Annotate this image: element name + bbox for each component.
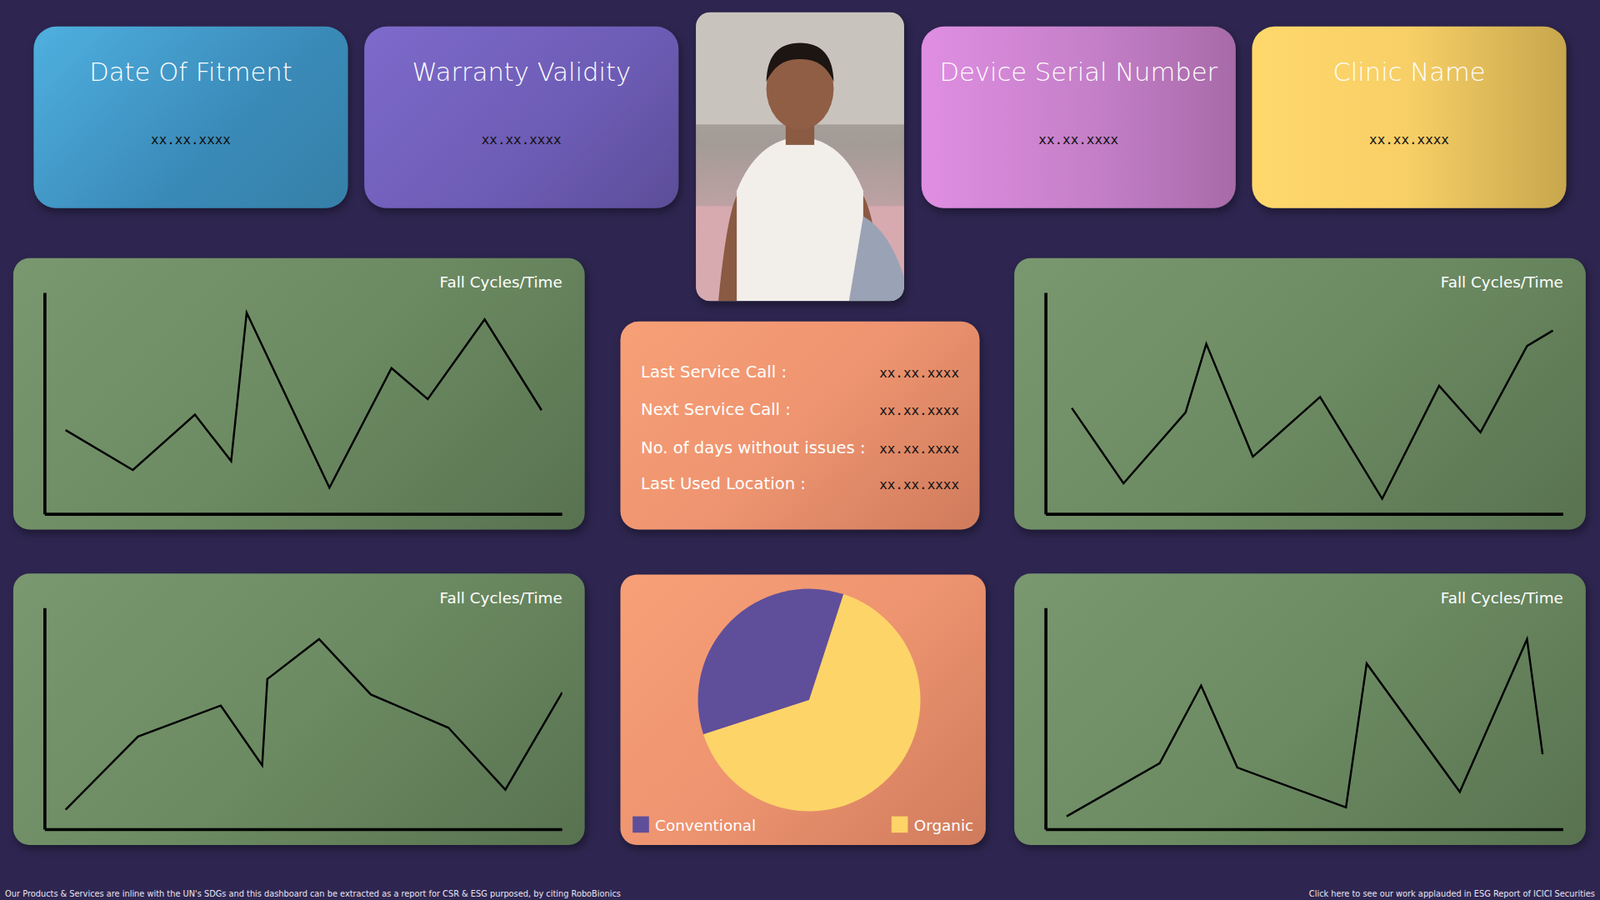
photo-vest [736, 136, 864, 301]
service-info: Last Service Call : xx.xx.xxxx Next Servic… [620, 321, 980, 530]
service-label: Last Used Location : [640, 473, 806, 493]
pie-chart-panel: Conventional Organic [620, 574, 985, 845]
line-chart-panel: Fall Cycles/Time [1014, 573, 1586, 845]
data-line [65, 639, 563, 810]
info-card: Clinic Name xx.xx.xxxx [1251, 26, 1566, 209]
x-axis [1045, 512, 1564, 516]
chart-title: Fall Cycles/Time [1440, 273, 1564, 292]
service-value: xx.xx.xxxx [879, 403, 960, 419]
plot-area [1071, 330, 1553, 500]
dashboard: Date Of Fitmentxx.xx.xxxxWarranty Validi… [0, 0, 1600, 900]
line-chart-panel: Fall Cycles/Time [13, 258, 585, 530]
x-axis [45, 828, 563, 832]
y-axis [1044, 292, 1048, 515]
info-card: Date Of Fitment xx.xx.xxxx [33, 26, 348, 209]
service-label: Last Service Call : [640, 362, 787, 382]
y-axis [1044, 608, 1048, 830]
data-line [1066, 639, 1543, 817]
service-label: No. of days without issues : [640, 437, 866, 457]
line-chart-panel: Fall Cycles/Time [13, 573, 585, 845]
card-value: xx.xx.xxxx [1251, 131, 1566, 147]
card-value: xx.xx.xxxx [364, 131, 679, 147]
chart-title: Fall Cycles/Time [440, 273, 563, 292]
info-card: Warranty Validity xx.xx.xxxx [364, 26, 679, 209]
x-axis [1045, 828, 1564, 832]
service-value: xx.xx.xxxx [879, 365, 960, 380]
photo-blanket [849, 216, 905, 302]
profile-photo [695, 12, 905, 302]
service-value: xx.xx.xxxx [879, 440, 960, 456]
line-chart [1014, 573, 1586, 845]
card-value: xx.xx.xxxx [921, 131, 1236, 147]
line-chart [1014, 258, 1586, 530]
legend-label: Conventional [655, 816, 756, 835]
y-axis [43, 292, 47, 515]
pie-chart: Conventional Organic [620, 574, 985, 845]
plot-area [65, 639, 563, 810]
photo-drawing [695, 12, 905, 302]
pie-slice [703, 594, 920, 811]
line-chart [13, 258, 585, 530]
card-title: Warranty Validity [364, 57, 679, 88]
plot-area [1066, 639, 1543, 817]
legend-label: Organic [914, 816, 974, 835]
footer-link[interactable]: Click here to see our work applauded in … [1309, 890, 1595, 900]
data-line [1071, 330, 1553, 500]
plot-area [65, 312, 542, 488]
service-label: Next Service Call : [640, 400, 791, 420]
legend-swatch [632, 816, 650, 834]
card-value: xx.xx.xxxx [33, 131, 348, 147]
service-value: xx.xx.xxxx [879, 476, 960, 492]
line-chart-panel: Fall Cycles/Time [1014, 258, 1586, 530]
x-axis [45, 512, 563, 516]
chart-title: Fall Cycles/Time [440, 589, 563, 608]
card-title: Device Serial Number [921, 57, 1236, 88]
photo-hair [766, 42, 835, 82]
y-axis [43, 608, 47, 830]
info-card: Device Serial Number xx.xx.xxxx [921, 26, 1236, 209]
footer-note: Our Products & Services are inline with … [5, 890, 621, 900]
data-line [65, 312, 542, 488]
card-title: Clinic Name [1251, 57, 1566, 88]
chart-title: Fall Cycles/Time [1440, 589, 1564, 608]
line-chart [13, 573, 585, 845]
legend-swatch [891, 816, 909, 834]
card-title: Date Of Fitment [33, 57, 348, 88]
